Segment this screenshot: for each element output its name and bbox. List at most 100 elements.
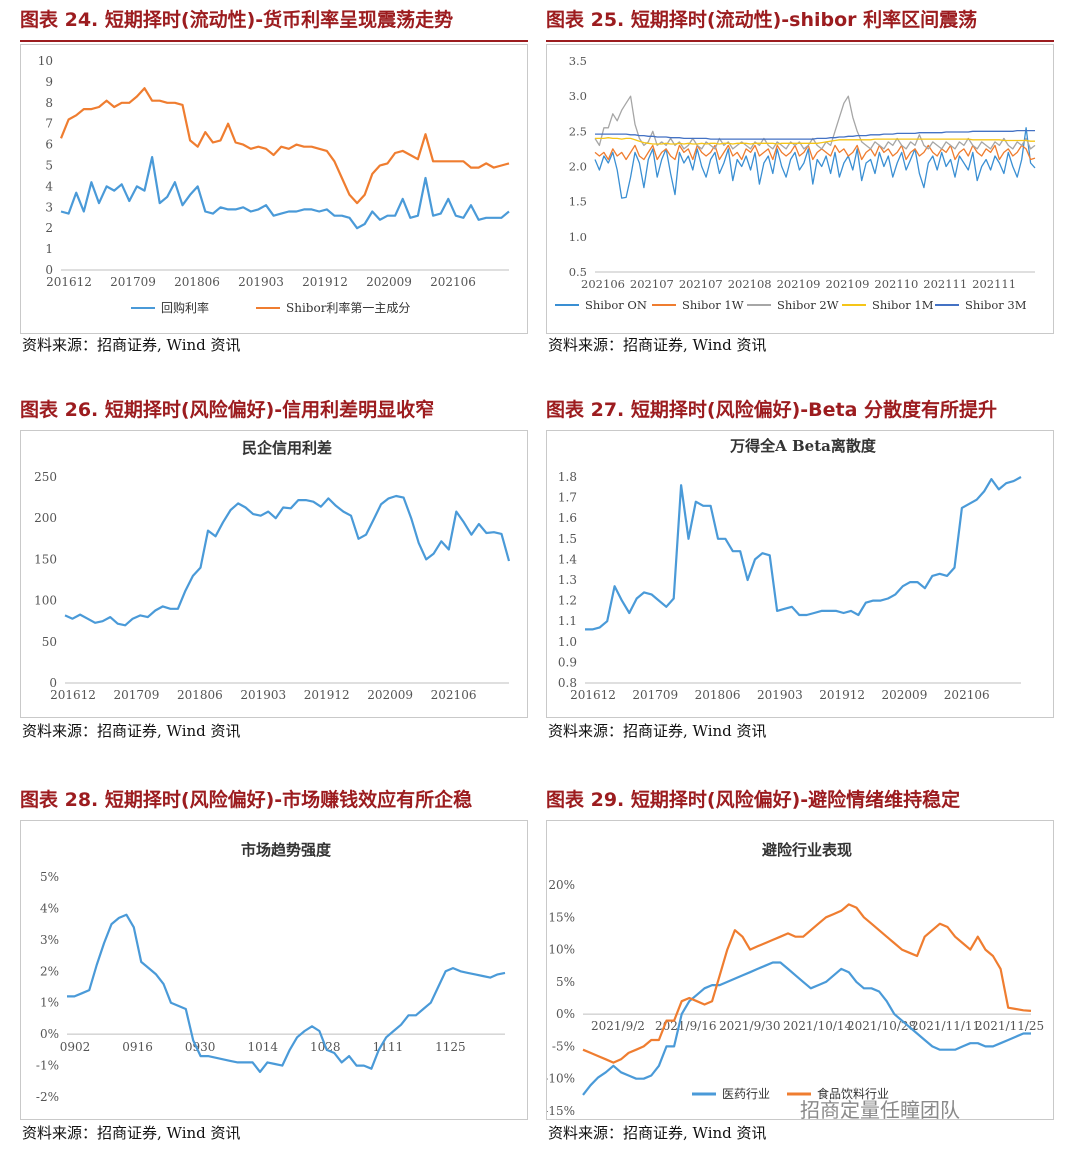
legend-label: Shibor 3M	[965, 298, 1027, 312]
source-note: 资料来源：招商证券, Wind 资讯	[548, 336, 767, 354]
panel-25: 图表 25. 短期择时(流动性)-shibor 利率区间震荡 0.5 1.0 1.5…	[546, 6, 1054, 356]
panel-27: 图表 27. 短期择时(风险偏好)-Beta 分散度有所提升 万得全A Beta…	[546, 396, 1054, 746]
series-line-1	[594, 144, 1036, 161]
series-line-0	[67, 913, 506, 1073]
source-note: 资料来源：招商证券, Wind 资讯	[22, 722, 241, 740]
title-rule	[546, 40, 1054, 42]
series-line-0	[582, 961, 1031, 1096]
x-tick-label: 0902	[60, 1040, 91, 1054]
x-tick-label: 202109	[825, 277, 869, 291]
x-tick-label: 202106	[431, 688, 477, 702]
y-tick-label: 0	[45, 263, 53, 277]
x-tick-label: 201903	[757, 688, 803, 702]
y-tick-label: 1.1	[558, 614, 577, 628]
panel-title: 图表 29. 短期择时(风险偏好)-避险情绪维持稳定	[546, 789, 961, 811]
x-tick-label: 201709	[632, 688, 678, 702]
x-tick-label: 1125	[435, 1040, 466, 1054]
x-tick-label: 1014	[247, 1040, 278, 1054]
x-tick-label: 201806	[174, 275, 220, 289]
y-tick-label: 1.5	[569, 195, 587, 209]
y-tick-label: 250	[34, 470, 57, 484]
x-tick-label: 1111	[373, 1040, 404, 1054]
x-tick-label: 2021/11/11	[911, 1019, 980, 1033]
x-tick-label: 202106	[944, 688, 990, 702]
y-tick-label: -1%	[36, 1059, 59, 1073]
series-line-0	[60, 155, 510, 230]
x-tick-label: 2021/9/2	[591, 1019, 645, 1033]
y-tick-label: -15%	[547, 1104, 575, 1118]
y-tick-label: 0.8	[558, 676, 577, 690]
series-line-2	[594, 95, 1036, 150]
chart-frame: 民企信用利差 0 50 100 150 200 250 201612 201709 201806 2…	[20, 430, 528, 718]
legend-label: Shibor 2W	[777, 298, 839, 312]
y-tick-label: 0%	[40, 1027, 59, 1041]
x-tick-label: 201612	[570, 688, 616, 702]
y-tick-label: 50	[42, 635, 57, 649]
x-tick-label: 201709	[114, 688, 160, 702]
y-tick-label: 1.4	[558, 552, 577, 566]
x-tick-label: 2021/11/25	[975, 1019, 1044, 1033]
x-tick-label: 201912	[304, 688, 350, 702]
chart-credit-spread: 民企信用利差 0 50 100 150 200 250 201612 201709 201806 2…	[34, 439, 511, 702]
x-tick-label: 201912	[302, 275, 348, 289]
x-tick-label: 202111	[923, 277, 967, 291]
legend-label: 医药行业	[722, 1087, 770, 1101]
y-tick-label: 4	[45, 179, 53, 193]
series-line-1	[582, 903, 1032, 1064]
y-tick-label: 1.7	[558, 491, 577, 505]
y-tick-label: 7	[45, 117, 53, 131]
y-tick-label: 100	[34, 594, 57, 608]
y-tick-label: 2.0	[569, 160, 587, 174]
y-tick-label: 1.5	[558, 532, 577, 546]
x-tick-label: 202107	[630, 277, 674, 291]
x-tick-label: 201709	[110, 275, 156, 289]
chart-title: 避险行业表现	[762, 841, 852, 859]
legend-label: 回购利率	[161, 300, 209, 315]
title-rule	[20, 40, 528, 42]
x-tick-label: 202106	[581, 277, 625, 291]
y-tick-label: 5%	[40, 870, 59, 884]
y-tick-label: 4%	[40, 901, 59, 915]
legend-label: Shibor 1W	[682, 298, 744, 312]
y-tick-label: 15%	[548, 910, 575, 924]
x-tick-label: 0916	[122, 1040, 153, 1054]
y-tick-label: 5	[45, 159, 53, 173]
x-tick-label: 202110	[874, 277, 918, 291]
chart-frame: 0.5 1.0 1.5 2.0 2.5 3.0 3.5 202106 202107 202107 2…	[546, 44, 1054, 334]
chart-title: 民企信用利差	[242, 439, 332, 457]
y-tick-label: 10	[38, 54, 53, 68]
panel-26: 图表 26. 短期择时(风险偏好)-信用利差明显收窄 民企信用利差 0 50 100 1…	[20, 396, 528, 746]
y-tick-label: 3	[45, 200, 53, 214]
x-tick-label: 202108	[728, 277, 772, 291]
y-tick-label: 200	[34, 511, 57, 525]
source-note: 资料来源：招商证券, Wind 资讯	[22, 1124, 241, 1142]
y-tick-label: -2%	[36, 1090, 59, 1104]
legend-label: Shibor利率第一主成分	[286, 300, 410, 315]
y-tick-label: 0	[49, 676, 57, 690]
chart-trend-strength: 市场趋势强度 -2% -1% 0% 1% 2% 3% 4% 5% 0902 0916 0930 1014…	[36, 841, 506, 1104]
x-tick-label: 202009	[366, 275, 412, 289]
y-tick-label: 20%	[548, 878, 575, 892]
x-tick-label: 2021/10/14	[783, 1019, 853, 1033]
y-tick-label: 1.0	[569, 230, 587, 244]
y-tick-label: 3.0	[569, 89, 587, 103]
watermark: 招商定量任瞳团队	[800, 1098, 960, 1122]
y-tick-label: 1.2	[558, 594, 577, 608]
x-tick-label: 202106	[430, 275, 476, 289]
chart-title: 市场趋势强度	[241, 841, 332, 859]
source-note: 资料来源：招商证券, Wind 资讯	[22, 336, 241, 354]
x-tick-label: 2021/9/16	[655, 1019, 717, 1033]
y-tick-label: 150	[34, 552, 57, 566]
y-tick-label: 0.9	[558, 655, 577, 669]
panel-title: 图表 24. 短期择时(流动性)-货币利率呈现震荡走势	[20, 9, 454, 31]
legend-label: Shibor 1M	[872, 298, 934, 312]
x-tick-label: 2021/10/28	[847, 1019, 916, 1033]
x-tick-label: 202111	[972, 277, 1016, 291]
chart-frame: 0 1 2 3 4 5 6 7 8 9 10 201612 201709 201806 201903 2019…	[20, 44, 528, 334]
panel-title: 图表 28. 短期择时(风险偏好)-市场赚钱效应有所企稳	[20, 789, 473, 811]
y-tick-label: 1.0	[558, 635, 577, 649]
chart-repo-rate: 0 1 2 3 4 5 6 7 8 9 10 201612 201709 201806 201903 2019…	[38, 54, 510, 315]
panel-title: 图表 26. 短期择时(风险偏好)-信用利差明显收窄	[20, 399, 435, 421]
y-tick-label: 1.6	[558, 511, 577, 525]
y-tick-label: -10%	[547, 1072, 575, 1086]
